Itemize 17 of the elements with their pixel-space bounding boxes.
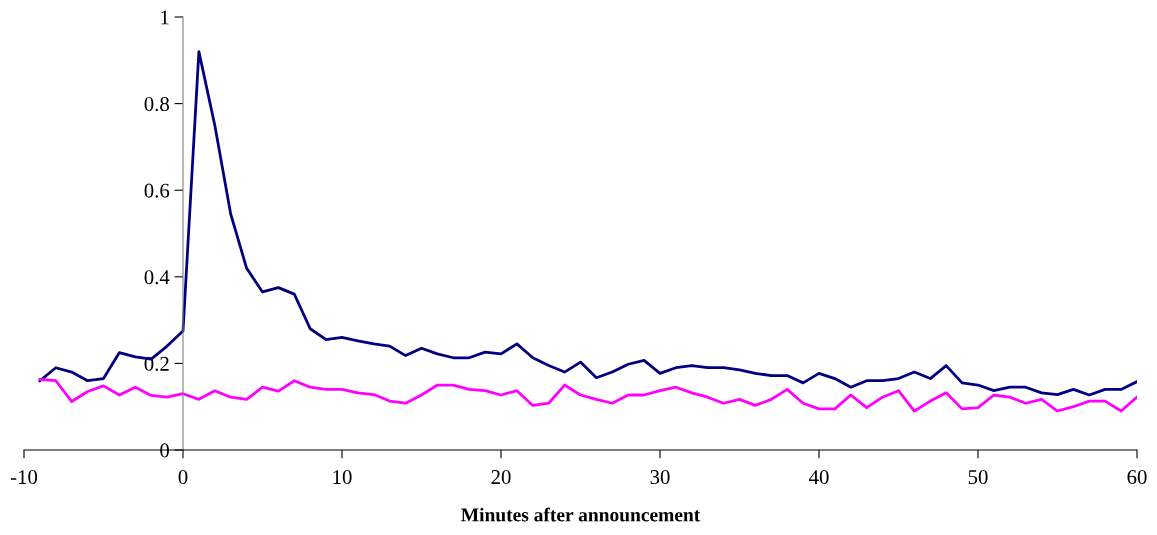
y-tick-label: 0 <box>160 443 170 458</box>
line-series <box>38 50 1137 397</box>
x-tick-label: 0 <box>178 470 188 485</box>
y-tick-label: 0.2 <box>144 356 169 371</box>
x-tick-label: 40 <box>808 470 829 485</box>
x-axis-title: Minutes after announcement <box>461 507 701 522</box>
x-tick-label: 20 <box>491 470 511 485</box>
line-series <box>38 378 1137 413</box>
y-tick-label: 0.8 <box>144 96 170 112</box>
x-tick-label: 30 <box>650 470 670 485</box>
y-tick-label: 1 <box>161 10 169 25</box>
x-tick-label: 10 <box>333 470 352 485</box>
x-tick-label: 60 <box>1127 470 1147 485</box>
y-tick-label: 0.6 <box>144 183 170 198</box>
y-tick-label: 0.4 <box>144 270 170 285</box>
x-tick-label: -10 <box>10 470 38 485</box>
x-tick-label: 50 <box>968 470 988 485</box>
